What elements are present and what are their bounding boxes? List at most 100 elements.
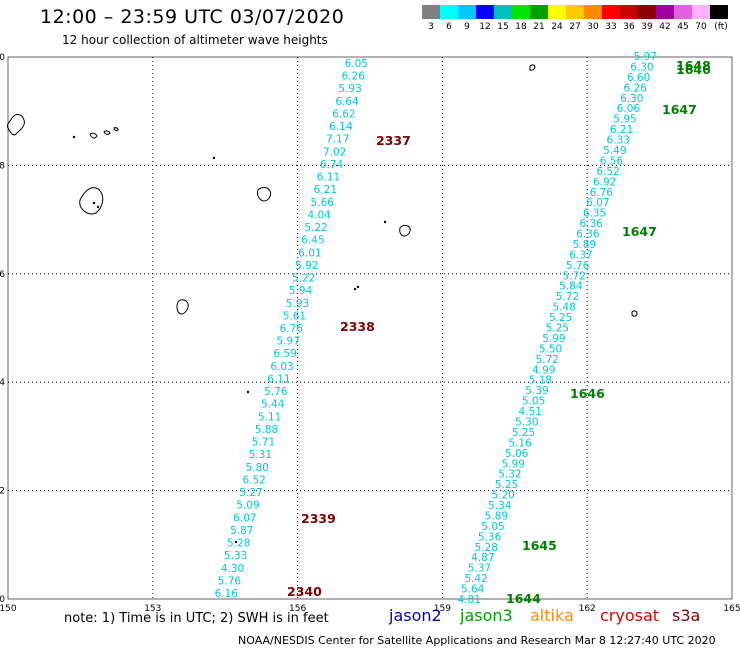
- swh-value: 6.16: [215, 588, 239, 600]
- footer-credit: NOAA/NESDIS Center for Satellite Applica…: [238, 634, 716, 647]
- x-tick-label: 165: [723, 604, 740, 614]
- swh-value: 5.92: [295, 260, 318, 272]
- swh-value: 5.93: [338, 83, 361, 95]
- swh-value: 4.99: [532, 364, 555, 376]
- swh-value: 5.25: [549, 312, 572, 324]
- pass-time-label: 1646: [676, 62, 711, 77]
- legend-label: 36: [623, 22, 635, 32]
- swh-value: 5.76: [264, 386, 288, 398]
- swh-value: 6.30: [620, 93, 643, 105]
- swh-value: 5.18: [529, 375, 552, 387]
- swh-value: 6.26: [342, 71, 366, 83]
- island-outline: [631, 310, 638, 317]
- legend-swatch: [458, 5, 476, 19]
- swh-value: 6.52: [596, 166, 619, 178]
- swh-value: 5.89: [573, 239, 596, 251]
- swh-value: 5.42: [464, 573, 487, 585]
- legend-label: 27: [569, 22, 581, 32]
- y-tick-label: 4: [0, 378, 5, 388]
- satellite-jason3: jason3: [460, 606, 513, 625]
- legend-label: (ft): [714, 22, 728, 32]
- swh-value: 6.76: [280, 323, 304, 335]
- swh-value: 6.36: [579, 218, 603, 230]
- x-tick-label: 153: [144, 604, 161, 614]
- swh-value: 6.64: [335, 96, 359, 108]
- legend-swatch: [566, 5, 584, 19]
- legend-swatch: [620, 5, 638, 19]
- swh-value: 5.05: [522, 396, 545, 408]
- swh-value: 6.92: [593, 176, 616, 188]
- swh-value: 6.21: [610, 124, 633, 136]
- legend-label: 12: [479, 22, 491, 32]
- legend-label: 9: [464, 22, 470, 32]
- swh-value: 5.48: [552, 302, 575, 314]
- x-tick-label: 162: [579, 604, 596, 614]
- swh-value: 5.44: [261, 399, 285, 411]
- legend-label: 39: [641, 22, 653, 32]
- swh-value: 5.37: [468, 563, 491, 575]
- swh-value: 5.87: [230, 525, 253, 537]
- island-dot: [234, 540, 238, 544]
- swh-value: 6.45: [301, 235, 324, 247]
- pass-time-label: 2338: [340, 319, 375, 334]
- swh-value: 5.36: [478, 531, 502, 543]
- swh-value: 5.84: [559, 281, 583, 293]
- satellite-altika: altika: [530, 606, 574, 625]
- swh-value: 5.80: [246, 462, 269, 474]
- legend-swatch: [530, 5, 548, 19]
- legend-swatch: [512, 5, 530, 19]
- swh-value: 4.51: [519, 406, 542, 418]
- swh-value: 6.11: [317, 172, 340, 184]
- island-outline: [399, 224, 411, 237]
- legend-swatch: [692, 5, 710, 19]
- swh-value: 5.72: [563, 270, 586, 282]
- legend-swatch: [710, 5, 728, 19]
- swh-value: 6.26: [623, 82, 647, 94]
- swh-value: 5.64: [461, 584, 485, 596]
- swh-value: 5.94: [289, 285, 313, 297]
- legend-label: 15: [497, 22, 509, 32]
- swh-value: 5.89: [485, 510, 508, 522]
- swh-value: 5.06: [505, 448, 529, 460]
- swh-value: 5.61: [283, 310, 306, 322]
- swh-value: 4.04: [307, 209, 331, 221]
- pass-time-label: 1647: [622, 224, 657, 239]
- swh-value: 5.25: [512, 427, 535, 439]
- legend-swatch: [584, 5, 602, 19]
- x-tick-label: 156: [289, 604, 306, 614]
- page-subtitle: 12 hour collection of altimeter wave hei…: [62, 33, 328, 47]
- swh-value: 5.27: [239, 487, 262, 499]
- island-dot: [246, 390, 250, 394]
- swh-value: 6.03: [270, 361, 293, 373]
- swh-value: 5.25: [546, 323, 569, 335]
- pass-time-label: 1647: [662, 102, 697, 117]
- swh-value: 6.37: [569, 249, 592, 261]
- swh-value: 5.28: [475, 542, 498, 554]
- pass-time-label: 1644: [506, 591, 541, 606]
- swh-value: 5.30: [515, 416, 538, 428]
- pass-time-label: 2340: [287, 584, 322, 599]
- legend-swatches: [422, 5, 728, 19]
- legend-label: 33: [605, 22, 617, 32]
- legend-swatch: [440, 5, 458, 19]
- pass-time-label: 2339: [301, 511, 336, 526]
- swh-value: 6.06: [617, 103, 641, 115]
- legend-label: 24: [551, 22, 563, 32]
- legend-swatch: [494, 5, 512, 19]
- satellite-cryosat: cryosat: [600, 606, 660, 625]
- pass-time-label: 1645: [522, 538, 557, 553]
- y-tick-label: 8: [0, 161, 5, 171]
- swh-value: 6.07: [586, 197, 609, 209]
- swh-value: 5.20: [491, 490, 514, 502]
- legend-label: 18: [515, 22, 527, 32]
- swh-value: 5.11: [258, 411, 281, 423]
- swh-value: 5.32: [498, 469, 521, 481]
- swh-value: 5.28: [227, 538, 250, 550]
- swh-value: 7.02: [323, 146, 346, 158]
- swh-value: 5.34: [488, 500, 512, 512]
- swh-value: 6.11: [267, 373, 290, 385]
- satellite-s3a: s3a: [672, 606, 701, 625]
- satellite-jason2: jason2: [389, 606, 442, 625]
- swh-value: 5.49: [603, 145, 626, 157]
- swh-value: 6.76: [590, 187, 614, 199]
